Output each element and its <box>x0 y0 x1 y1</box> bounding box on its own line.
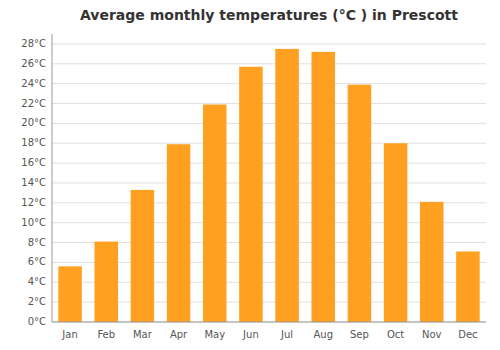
x-tick-label: Jan <box>61 329 77 340</box>
grid-line <box>52 123 486 124</box>
grid-line <box>52 63 486 64</box>
title: Average monthly temperatures (°C ) in Pr… <box>80 7 458 23</box>
y-tick-label: 26°C <box>21 58 46 69</box>
x-tick-label: Jul <box>280 329 293 340</box>
chart-container: Average monthly temperatures (°C ) in Pr… <box>0 0 500 350</box>
y-tick-label: 6°C <box>28 256 46 267</box>
chart-svg: Average monthly temperatures (°C ) in Pr… <box>0 0 500 350</box>
bar <box>239 67 263 322</box>
x-tick-label: Apr <box>170 329 188 340</box>
bar <box>275 49 299 322</box>
bar <box>456 251 480 322</box>
y-tick-label: 20°C <box>21 117 46 128</box>
grid-line <box>52 322 486 323</box>
y-axis-line <box>52 34 53 322</box>
y-tick-label: 0°C <box>28 316 46 327</box>
bar <box>384 143 408 322</box>
y-tick-label: 14°C <box>21 177 46 188</box>
x-tick-label: Aug <box>313 329 333 340</box>
y-tick-label: 2°C <box>28 296 46 307</box>
x-tick-label: Sep <box>350 329 369 340</box>
bar <box>311 52 335 322</box>
bar <box>131 190 155 322</box>
y-axis: 0°C 2°C 4°C 6°C 8°C 10°C 12°C 14°C 16°C 18°C 20°C 2… <box>21 38 46 327</box>
x-axis-line <box>52 322 486 323</box>
x-axis: Jan Feb Mar Apr May Jun Jul Aug Sep Oct Nov Dec <box>61 329 477 340</box>
y-tick-label: 22°C <box>21 98 46 109</box>
x-tick-label: Mar <box>133 329 153 340</box>
grid-line <box>52 163 486 164</box>
y-tick-label: 28°C <box>21 38 46 49</box>
y-tick-label: 10°C <box>21 217 46 228</box>
grid-line <box>52 43 486 44</box>
bar <box>348 85 372 322</box>
x-tick-label: Feb <box>97 329 115 340</box>
x-tick-label: May <box>204 329 225 340</box>
y-tick-label: 24°C <box>21 78 46 89</box>
y-tick-label: 4°C <box>28 276 46 287</box>
x-tick-label: Oct <box>387 329 404 340</box>
bars <box>58 49 479 322</box>
y-tick-label: 18°C <box>21 137 46 148</box>
x-tick-label: Jun <box>242 329 259 340</box>
bar <box>167 144 191 322</box>
grid-line <box>52 143 486 144</box>
bar <box>94 242 118 322</box>
grid-line <box>52 83 486 84</box>
x-tick-label: Dec <box>458 329 477 340</box>
bar <box>203 105 227 322</box>
grid-line <box>52 103 486 104</box>
grid <box>52 44 486 322</box>
y-tick-label: 12°C <box>21 197 46 208</box>
x-tick-label: Nov <box>422 329 442 340</box>
y-tick-label: 8°C <box>28 237 46 248</box>
grid-line <box>52 182 486 183</box>
bar <box>58 266 82 322</box>
bar <box>420 202 444 322</box>
y-tick-label: 16°C <box>21 157 46 168</box>
